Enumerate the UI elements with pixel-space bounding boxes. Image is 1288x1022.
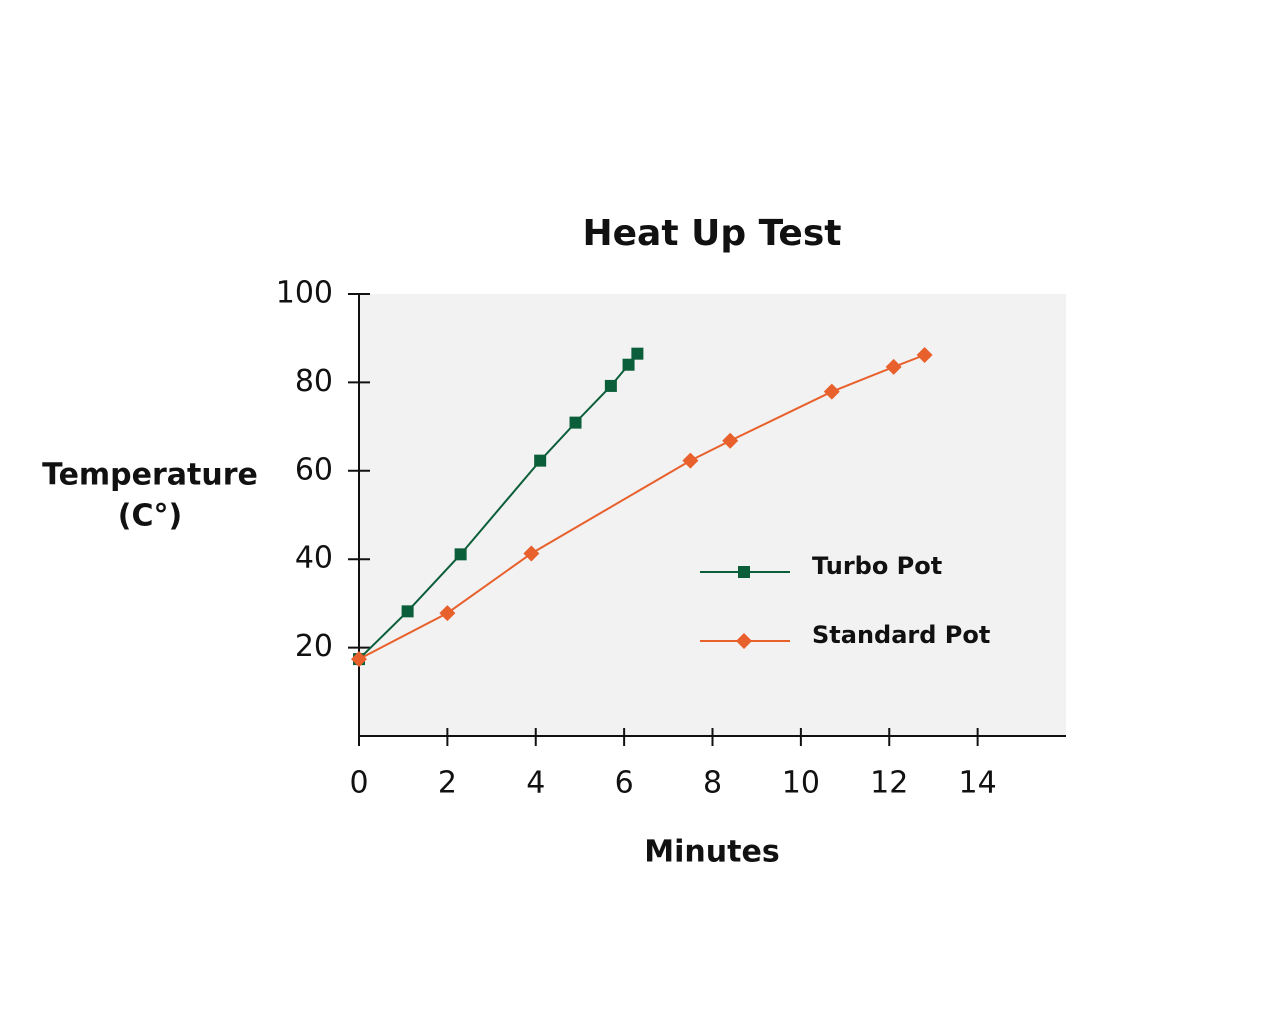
y-tick-label: 60: [295, 452, 333, 487]
chart-title: Heat Up Test: [583, 213, 842, 254]
y-axis-label: (C°): [118, 499, 182, 534]
plot-background: [359, 294, 1066, 736]
data-point: [604, 379, 617, 392]
series-line: [358, 354, 925, 660]
x-tick-label: 14: [959, 766, 997, 801]
data-point: [823, 383, 840, 400]
legend-marker: [738, 566, 750, 578]
data-point: [439, 605, 456, 622]
y-tick-label: 80: [295, 364, 333, 399]
data-point: [682, 452, 699, 469]
x-tick-label: 10: [782, 766, 820, 801]
y-tick-label: 20: [295, 629, 333, 664]
x-tick-label: 2: [438, 766, 457, 801]
data-point: [631, 347, 644, 360]
data-point: [534, 454, 547, 467]
data-point: [722, 432, 739, 449]
data-point: [622, 358, 635, 371]
x-tick-label: 0: [349, 766, 368, 801]
x-tick-label: 6: [615, 766, 634, 801]
x-axis-label: Minutes: [644, 835, 779, 870]
data-point: [916, 346, 933, 363]
legend-label: Turbo Pot: [812, 552, 942, 580]
data-point: [523, 545, 540, 562]
x-tick-label: 12: [870, 766, 908, 801]
data-point: [885, 358, 902, 375]
data-point: [454, 548, 467, 561]
x-tick-label: 8: [703, 766, 722, 801]
y-tick-label: 100: [276, 276, 333, 311]
legend-label: Standard Pot: [812, 621, 990, 649]
legend-marker: [736, 633, 752, 649]
data-point: [351, 651, 367, 668]
x-tick-label: 4: [526, 766, 545, 801]
data-point: [569, 416, 582, 429]
y-tick-label: 40: [295, 541, 333, 576]
y-axis-label: Temperature: [42, 458, 258, 493]
data-point: [401, 605, 414, 618]
